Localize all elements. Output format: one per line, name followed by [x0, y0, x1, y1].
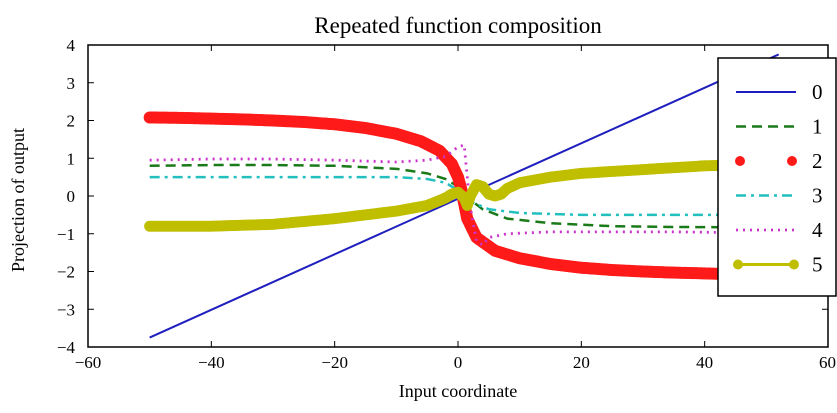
- x-tick-label: 60: [819, 353, 836, 372]
- x-axis-label: Input coordinate: [399, 381, 517, 401]
- legend: 0 1 2 3 4 5: [717, 57, 837, 297]
- series-3: [149, 175, 736, 217]
- y-tick-label: 2: [67, 112, 76, 131]
- x-tick-label: −40: [198, 353, 225, 372]
- legend-item-3: 3: [736, 184, 823, 208]
- y-tick-label: −3: [57, 300, 75, 319]
- x-tick-label: −20: [321, 353, 348, 372]
- y-tick-label: 3: [67, 74, 76, 93]
- plot-area: [143, 53, 780, 339]
- legend-marker: [787, 156, 797, 166]
- legend-item-1: 1: [736, 115, 823, 139]
- series-line-3: [149, 175, 736, 217]
- legend-item-5: 5: [733, 253, 823, 277]
- legend-label: 3: [812, 184, 823, 208]
- legend-label: 1: [812, 115, 823, 139]
- y-tick-label: −4: [57, 338, 76, 357]
- x-tick-label: 20: [573, 353, 590, 372]
- legend-item-2: 2: [735, 149, 823, 173]
- legend-box: [717, 57, 837, 297]
- legend-item-0: 0: [736, 80, 823, 104]
- y-tick-label: 4: [67, 36, 76, 55]
- legend-label: 0: [812, 80, 823, 104]
- y-tick-label: −1: [57, 225, 75, 244]
- legend-item-4: 4: [736, 218, 823, 242]
- legend-marker: [733, 259, 743, 270]
- series-5: [144, 159, 741, 232]
- y-tick-label: 0: [67, 187, 76, 206]
- legend-marker: [789, 259, 799, 270]
- chart-title: Repeated function composition: [314, 13, 602, 38]
- y-axis-label: Projection of output: [8, 128, 28, 272]
- x-tick-label: −60: [75, 353, 102, 372]
- x-tick-label: 40: [696, 353, 713, 372]
- y-tick-label: 1: [67, 149, 76, 168]
- y-tick-label: −2: [57, 263, 75, 282]
- legend-label: 5: [812, 253, 823, 277]
- legend-marker: [735, 156, 745, 166]
- x-tick-label: 0: [454, 353, 463, 372]
- legend-label: 4: [812, 218, 823, 242]
- legend-label: 2: [812, 149, 823, 173]
